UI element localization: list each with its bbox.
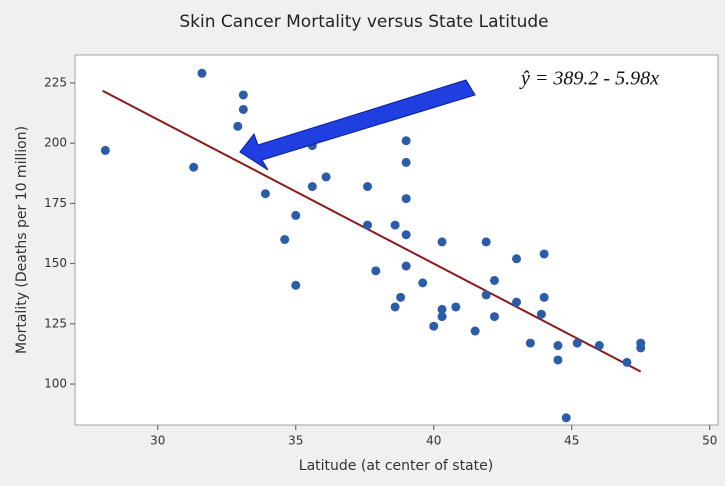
point	[572, 338, 582, 348]
point	[481, 237, 491, 247]
point	[437, 304, 447, 314]
point	[539, 292, 549, 302]
point	[553, 341, 563, 351]
point	[512, 254, 522, 264]
point	[470, 326, 480, 336]
x-tick-label: 35	[288, 434, 303, 448]
y-tick-label: 225	[44, 75, 67, 89]
point	[280, 235, 290, 245]
point	[539, 249, 549, 259]
point	[197, 68, 207, 78]
point	[390, 302, 400, 312]
point	[401, 261, 411, 271]
point	[429, 321, 439, 331]
x-tick-label: 40	[426, 434, 441, 448]
y-axis-label: Mortality (Deaths per 10 million)	[14, 126, 30, 354]
point	[260, 189, 270, 199]
point	[437, 237, 447, 247]
point	[553, 355, 563, 365]
point	[291, 280, 301, 290]
point	[437, 312, 447, 322]
point	[363, 182, 373, 192]
point	[100, 145, 110, 155]
point	[401, 194, 411, 204]
y-tick-label: 175	[44, 196, 67, 210]
marks: 100 125 150 175 200 225 30 35 40 45 50	[44, 68, 717, 448]
point	[489, 275, 499, 285]
point	[401, 136, 411, 146]
point	[489, 312, 499, 322]
equation: ŷ = 389.2 - 5.98x	[519, 68, 659, 90]
fit-line	[102, 89, 642, 373]
point	[233, 121, 243, 131]
x-tick-label: 30	[150, 434, 165, 448]
point	[371, 266, 381, 276]
point	[536, 309, 546, 319]
arrow	[239, 79, 476, 171]
point	[525, 338, 535, 348]
point	[512, 297, 522, 307]
point	[401, 230, 411, 240]
x-tick-label: 50	[702, 434, 717, 448]
point	[238, 104, 248, 114]
y-tick-label: 100	[44, 377, 67, 391]
point	[390, 220, 400, 230]
point	[238, 90, 248, 100]
y-tick-label: 125	[44, 316, 67, 330]
x-axis-label: Latitude (at center of state)	[299, 458, 493, 474]
point	[401, 157, 411, 167]
x-tick-label: 45	[564, 434, 579, 448]
point	[561, 413, 571, 423]
point	[291, 210, 301, 220]
point	[451, 302, 461, 312]
y-tick-label: 200	[44, 136, 67, 150]
point	[396, 292, 406, 302]
point	[189, 162, 199, 172]
point	[363, 220, 373, 230]
point	[636, 343, 646, 353]
point	[321, 172, 331, 182]
point	[594, 341, 604, 351]
point	[307, 182, 317, 192]
y-tick-label: 150	[44, 256, 67, 270]
point	[481, 290, 491, 300]
point	[622, 357, 632, 367]
point	[418, 278, 428, 288]
chart-title: Skin Cancer Mortality versus State Latit…	[179, 12, 548, 32]
